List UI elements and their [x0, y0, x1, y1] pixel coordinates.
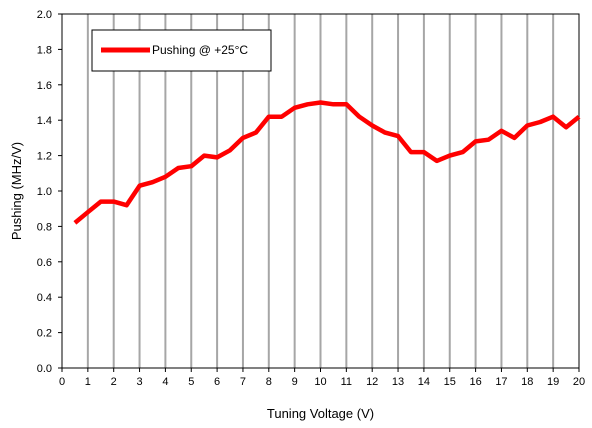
x-tick-label: 18: [521, 376, 533, 388]
x-tick-label: 12: [366, 376, 378, 388]
x-tick-label: 7: [240, 376, 246, 388]
x-tick-label: 3: [136, 376, 142, 388]
x-tick-label: 2: [111, 376, 117, 388]
x-tick-label: 17: [495, 376, 507, 388]
x-tick-label: 6: [214, 376, 220, 388]
x-tick-label: 1: [85, 376, 91, 388]
y-tick-label: 1.0: [37, 186, 52, 198]
x-tick-label: 16: [469, 376, 481, 388]
x-tick-label: 13: [392, 376, 404, 388]
x-axis-title: Tuning Voltage (V): [267, 406, 374, 421]
series-layer: [73, 100, 581, 225]
y-tick-label: 0.0: [37, 363, 52, 375]
x-tick-label: 9: [292, 376, 298, 388]
x-tick-label: 5: [188, 376, 194, 388]
x-tick-label: 19: [547, 376, 559, 388]
legend-label-pushing: Pushing @ +25°C: [152, 43, 248, 57]
grid-layer: [86, 14, 555, 368]
x-tick-label: 4: [162, 376, 168, 388]
y-tick-label: 2.0: [37, 9, 52, 21]
tick-layer: 0 1 2 3 4 5 6 7 8 9 10 11 12 13 14 15 16 17 18 19 200.00.20.…: [37, 9, 585, 388]
legend: Pushing @ +25°C: [91, 29, 272, 72]
y-tick-label: 0.8: [37, 221, 52, 233]
y-tick-label: 1.6: [37, 80, 52, 92]
y-tick-label: 1.8: [37, 44, 52, 56]
y-tick-label: 0.4: [37, 292, 52, 304]
x-tick-label: 10: [314, 376, 326, 388]
y-tick-label: 0.6: [37, 257, 52, 269]
x-tick-label: 20: [573, 376, 585, 388]
y-tick-label: 0.2: [37, 328, 52, 340]
x-tick-label: 15: [444, 376, 456, 388]
x-tick-label: 14: [418, 376, 430, 388]
y-axis-title: Pushing (MHz/V): [9, 142, 24, 240]
x-tick-label: 8: [266, 376, 272, 388]
x-tick-label: 11: [341, 376, 352, 388]
y-tick-label: 1.4: [37, 115, 52, 127]
x-tick-label: 0: [59, 376, 65, 388]
series-line-pushing: [73, 100, 581, 225]
y-tick-label: 1.2: [37, 151, 52, 163]
